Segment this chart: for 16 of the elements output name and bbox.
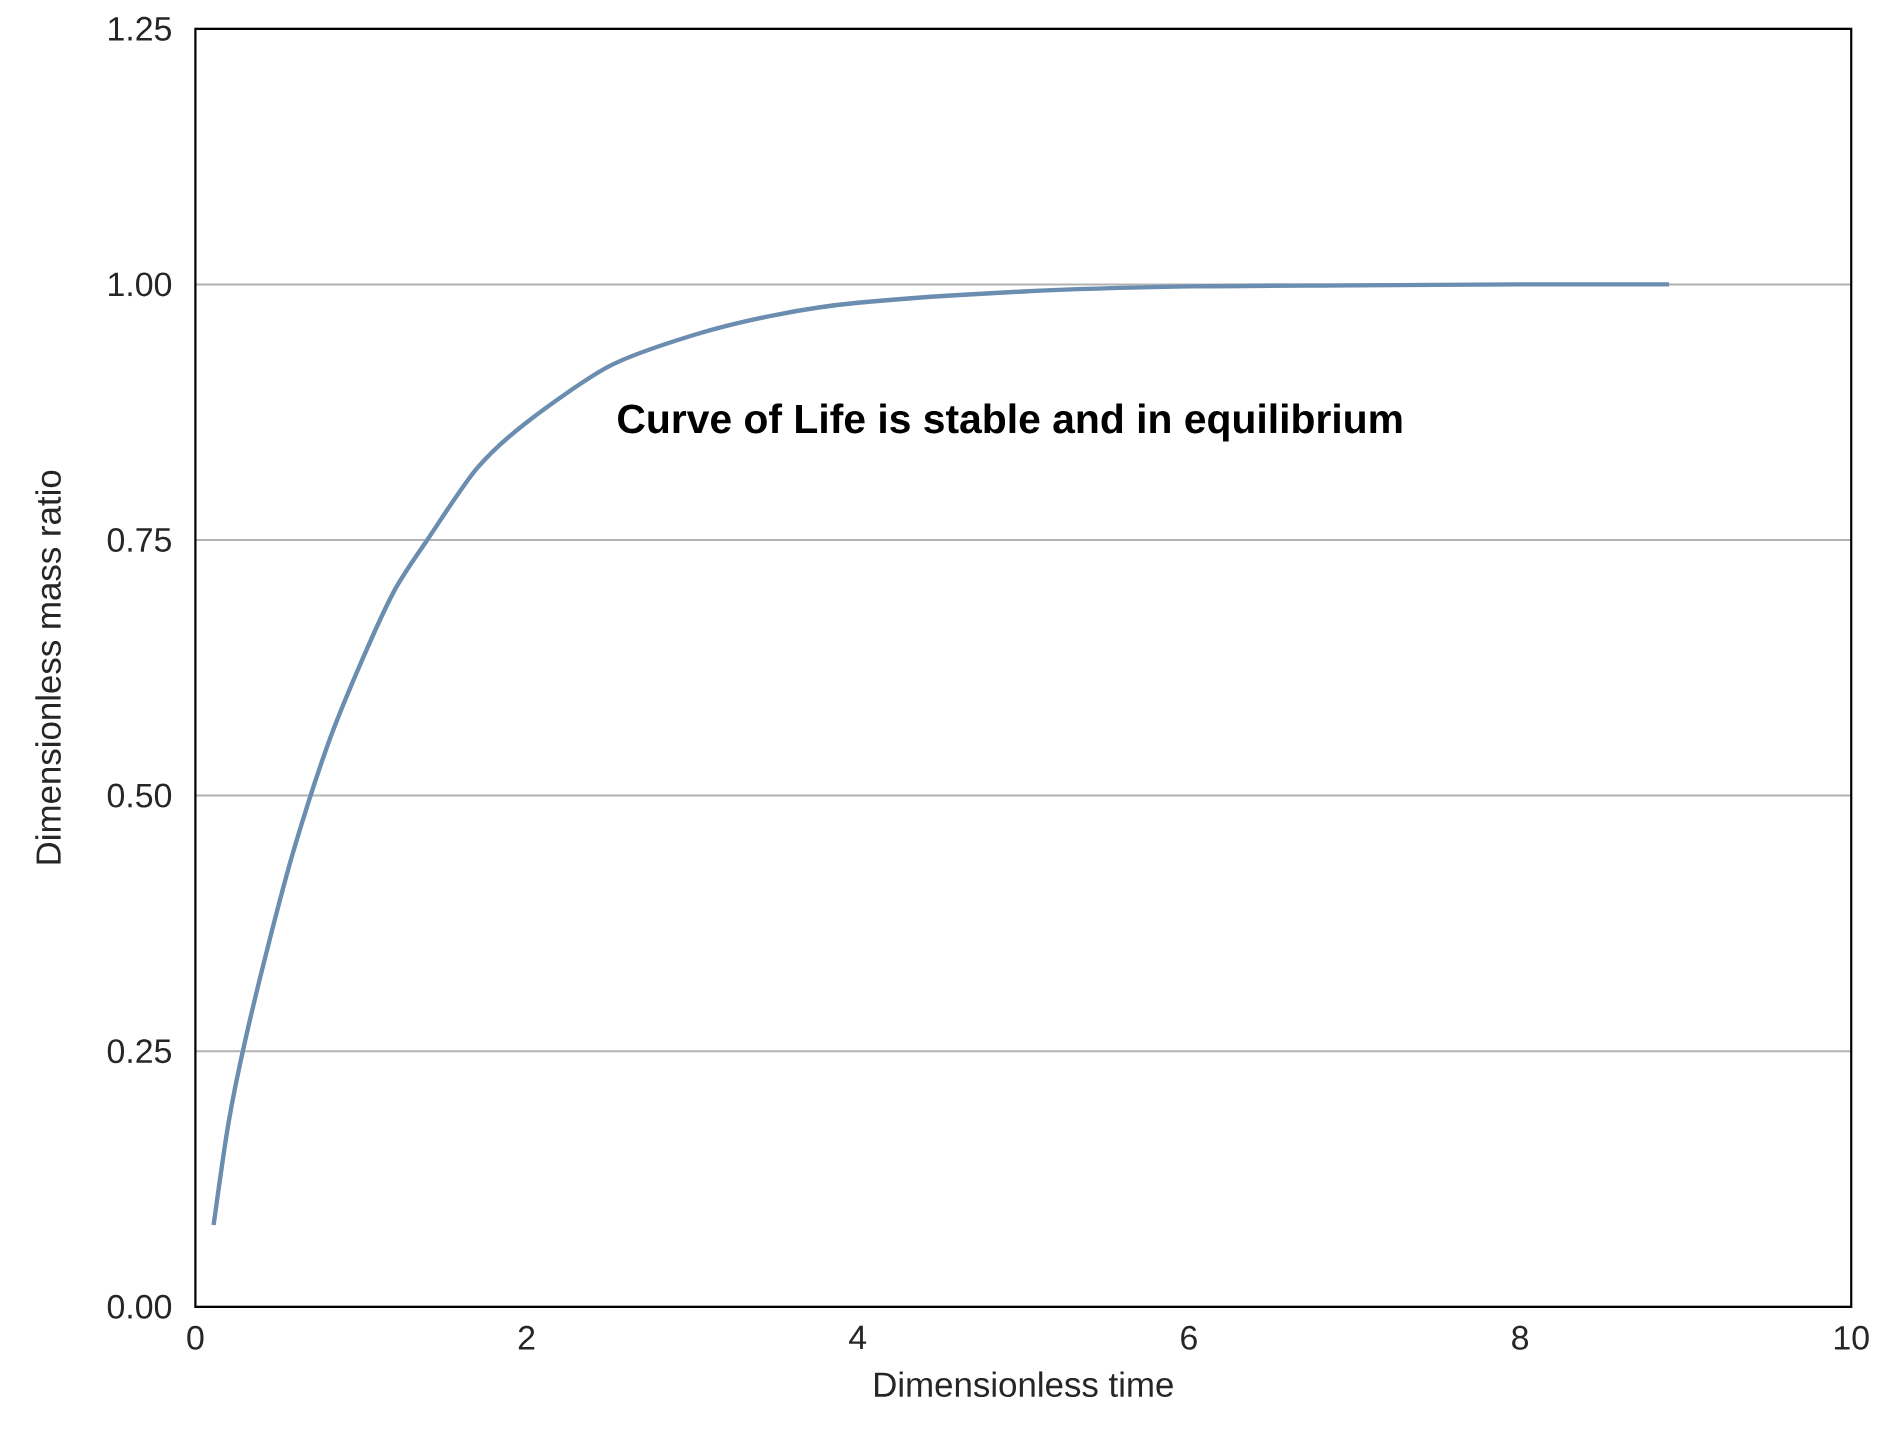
y-tick-label: 0.75 — [107, 528, 171, 552]
x-tick-label: 10 — [1834, 1325, 1869, 1350]
y-tick-label: 1.00 — [109, 272, 172, 297]
y-tick-label: 0.00 — [107, 1294, 172, 1319]
line-series — [211, 282, 1672, 1228]
x-tick-label: 2 — [518, 1325, 535, 1350]
y-tick-label: 0.25 — [107, 1039, 171, 1064]
y-tick-label: 1.25 — [109, 16, 171, 41]
x-tick-label: 6 — [1181, 1325, 1197, 1350]
x-tick-label: 8 — [1512, 1325, 1529, 1350]
x-tick-label: 4 — [849, 1325, 867, 1350]
annotation: Curve of Life is stable and in equilibrium — [618, 403, 1402, 442]
y-axis-title: Dimensionless mass ratio — [35, 470, 61, 864]
x-axis-title: Dimensionless time — [875, 1371, 1173, 1398]
x-tick-label: 0 — [187, 1325, 204, 1350]
y-tick-label: 0.50 — [107, 783, 172, 808]
